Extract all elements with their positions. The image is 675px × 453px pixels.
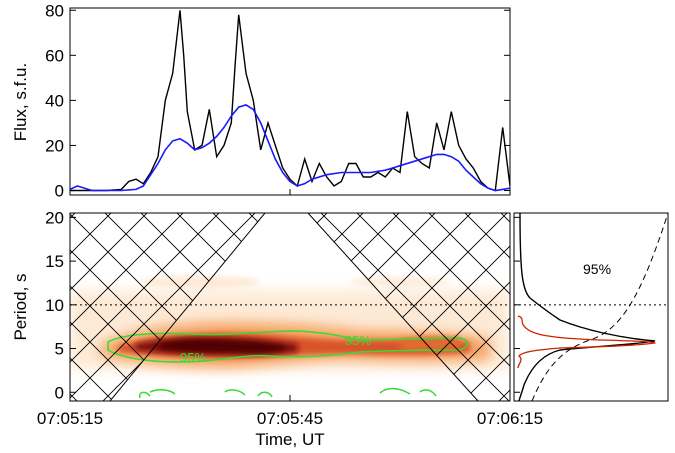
flux-panel: 0 20 40 60 80 Flux, s.f.u. bbox=[11, 1, 511, 200]
flux-x-ticks bbox=[69, 189, 511, 195]
flux-y-axis-label: Flux, s.f.u. bbox=[11, 63, 30, 141]
flux-y-tick-label: 40 bbox=[45, 91, 64, 110]
cone-of-influence-left bbox=[70, 213, 265, 401]
wavelet-panel: 95% 95% 0 5 10 15 20 07:05:15 07:05:45 07:06:1… bbox=[11, 208, 543, 449]
contour-label-95-left: 95% bbox=[180, 350, 206, 365]
red-spectrum-line bbox=[517, 315, 656, 369]
flux-y-tick-label: 0 bbox=[55, 181, 64, 200]
flux-y-tick-label: 80 bbox=[45, 1, 64, 20]
global-spectrum-line bbox=[518, 213, 656, 401]
time-x-axis-label: Time, UT bbox=[255, 430, 324, 449]
contour-label-95-right: 95% bbox=[345, 333, 371, 348]
period-y-axis-label: Period, s bbox=[11, 273, 30, 340]
flux-y-tick-label: 60 bbox=[45, 46, 64, 65]
period-y-tick-label: 10 bbox=[45, 296, 64, 315]
cone-of-influence-right bbox=[308, 213, 510, 401]
period-y-tick-label: 20 bbox=[45, 208, 64, 227]
period-y-tick-label: 15 bbox=[45, 252, 64, 271]
gws-95-label: 95% bbox=[583, 261, 611, 277]
period-y-ticks: 0 5 10 15 20 bbox=[45, 208, 520, 402]
global-spectrum-panel: 95% bbox=[513, 212, 669, 402]
global-spectrum-frame bbox=[513, 212, 669, 402]
time-x-ticks: 07:05:15 07:05:45 07:06:15 bbox=[37, 395, 543, 428]
flux-smoothed-series-line bbox=[70, 104, 510, 192]
flux-raw-series-line bbox=[70, 10, 510, 192]
flux-panel-frame bbox=[69, 7, 511, 196]
period-y-tick-label: 0 bbox=[55, 383, 64, 402]
significance-95-curve bbox=[531, 213, 668, 401]
flux-y-ticks: 0 20 40 60 80 bbox=[45, 1, 510, 200]
time-x-tick-label: 07:06:15 bbox=[477, 409, 543, 428]
flux-y-tick-label: 20 bbox=[45, 136, 64, 155]
time-x-tick-label: 07:05:45 bbox=[257, 409, 323, 428]
period-y-tick-label: 5 bbox=[55, 340, 64, 359]
time-x-tick-label: 07:05:15 bbox=[37, 409, 103, 428]
